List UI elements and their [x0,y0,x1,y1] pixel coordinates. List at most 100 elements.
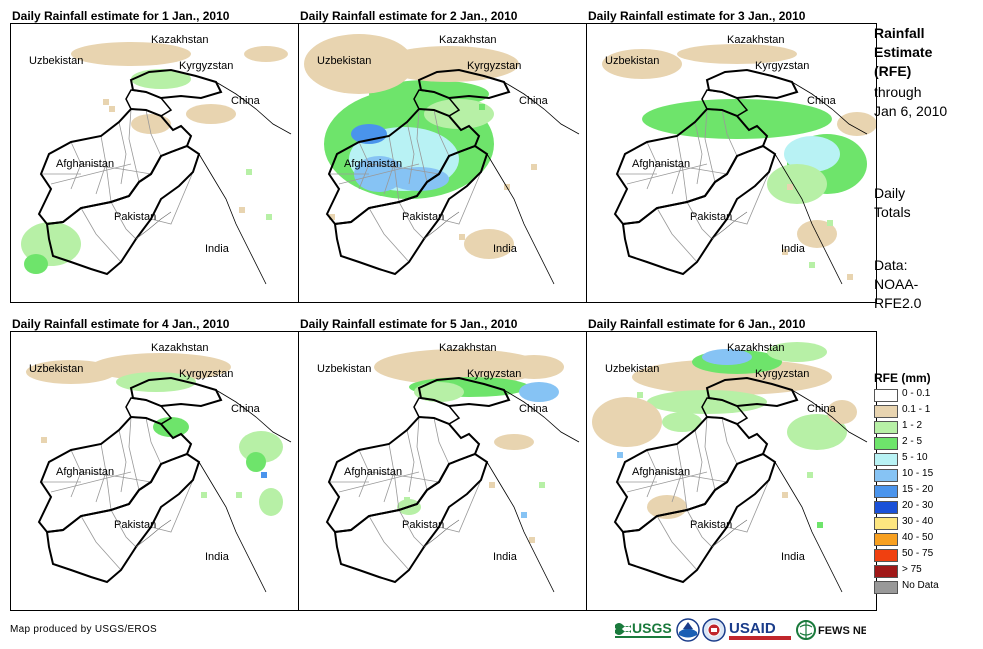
title-line: Estimate [874,44,933,60]
legend-label: 20 - 30 [902,500,934,511]
panel-title: Daily Rainfall estimate for 6 Jan., 2010 [588,317,806,331]
rainfall-cell [374,349,544,385]
province-line [145,109,162,157]
province-line [726,171,770,225]
rainfall-cell [236,492,242,498]
rainfall-cell [201,492,207,498]
province-line [721,109,738,157]
rainfall-cell [807,472,813,478]
province-boundaries [41,416,194,571]
rainfall-cell [91,353,231,381]
rainfall-cell [24,254,48,274]
data-source-line: RFE2.0 [874,295,922,311]
country-labels: Kazakhstan Uzbekistan Kyrgyzstan China Afgha… [317,34,549,255]
rainfall-map: Kazakhstan Uzbekistan Kyrgyzstan China Afgha… [298,23,589,303]
province-line [105,163,112,203]
rainfall-cell [26,360,116,384]
country-labels: Kazakhstan Uzbekistan Kyrgyzstan China Afgha… [605,34,837,255]
rainfall-cell [531,164,537,170]
usgs-logo: USGS [615,620,672,638]
usaid-wordmark: USAID [729,620,776,637]
rainfall-cell [782,249,788,255]
province-line [398,509,425,548]
province-line [80,163,152,175]
china-border [215,81,292,135]
province-line [416,108,428,183]
province-line [118,429,127,493]
province-line [110,509,137,548]
rainfall-cell [186,104,236,124]
tajikistan-border [413,397,461,425]
rainfall-cell [464,229,514,259]
pakistan-border [45,144,201,276]
province-line [80,471,152,483]
country-label-pakistan: Pakistan [402,211,444,223]
province-line [338,163,420,185]
rainfall-cell [273,442,279,448]
fews-net-wordmark: FEWS NET [818,625,866,637]
rainfall-layer [374,349,564,543]
country-label-india: India [205,243,230,255]
rainfall-cell [494,434,534,450]
rainfall-cell [71,42,191,66]
province-boundaries [41,108,194,263]
province-line [433,417,450,465]
map-svg: Kazakhstan Uzbekistan Kyrgyzstan China Afgha… [317,342,580,593]
country-label-afghanistan: Afghanistan [56,466,114,478]
india-border [198,153,267,285]
country-label-kazakhstan: Kazakhstan [439,342,496,354]
rainfall-map: Kazakhstan Uzbekistan Kyrgyzstan China Afgha… [10,331,301,611]
rainfall-cell [109,106,115,112]
rainfall-cell [602,49,682,79]
tajikistan-border [125,89,173,117]
country-label-india: India [493,551,518,563]
province-line [626,163,708,185]
province-line [398,201,425,240]
province-line [145,417,162,465]
country-label-kazakhstan: Kazakhstan [727,342,784,354]
province-boundaries [329,108,482,263]
country-label-afghanistan: Afghanistan [56,158,114,170]
legend-label: No Data [902,580,939,591]
rainfall-cell [246,169,252,175]
pakistan-border [45,452,201,584]
country-label-uzbekistan: Uzbekistan [317,363,371,375]
province-line [393,471,400,511]
country-label-india: India [205,551,230,563]
country-label-uzbekistan: Uzbekistan [605,55,659,67]
india-border [486,461,555,593]
province-line [406,429,415,493]
legend-swatch [874,549,898,562]
country-label-kyrgyzstan: Kyrgyzstan [755,368,809,380]
province-line [656,163,728,175]
rainfall-map: Kazakhstan Uzbekistan Kyrgyzstan China Afgha… [298,331,589,611]
legend-swatch [874,405,898,418]
rainfall-cell [827,220,833,226]
rainfall-cell [266,214,272,220]
country-label-china: China [231,95,261,107]
panel-title: Daily Rainfall estimate for 1 Jan., 2010 [12,9,230,23]
rainfall-cell [787,414,847,450]
rainfall-cell [787,184,793,190]
legend-swatch [874,581,898,594]
rainfall-layer [602,44,876,280]
province-line [118,121,127,185]
legend-label: 50 - 75 [902,548,934,559]
legend-swatch [874,389,898,402]
province-line [338,471,420,493]
data-source: Data: NOAA- RFE2.0 [874,256,921,313]
panel-title: Daily Rainfall estimate for 3 Jan., 2010 [588,9,806,23]
province-line [726,479,770,533]
country-label-kyrgyzstan: Kyrgyzstan [179,60,233,72]
national-boundaries [325,68,580,285]
rainfall-cell [244,46,288,62]
legend-label: 1 - 2 [902,420,923,431]
legend-label: 10 - 15 [902,468,934,479]
province-line [128,416,140,491]
province-line [80,515,122,571]
map-svg: Kazakhstan Uzbekistan Kyrgyzstan China Afgha… [304,34,580,285]
province-line [433,109,450,157]
country-label-pakistan: Pakistan [114,519,156,531]
province-line [681,163,688,203]
province-line [686,509,713,548]
